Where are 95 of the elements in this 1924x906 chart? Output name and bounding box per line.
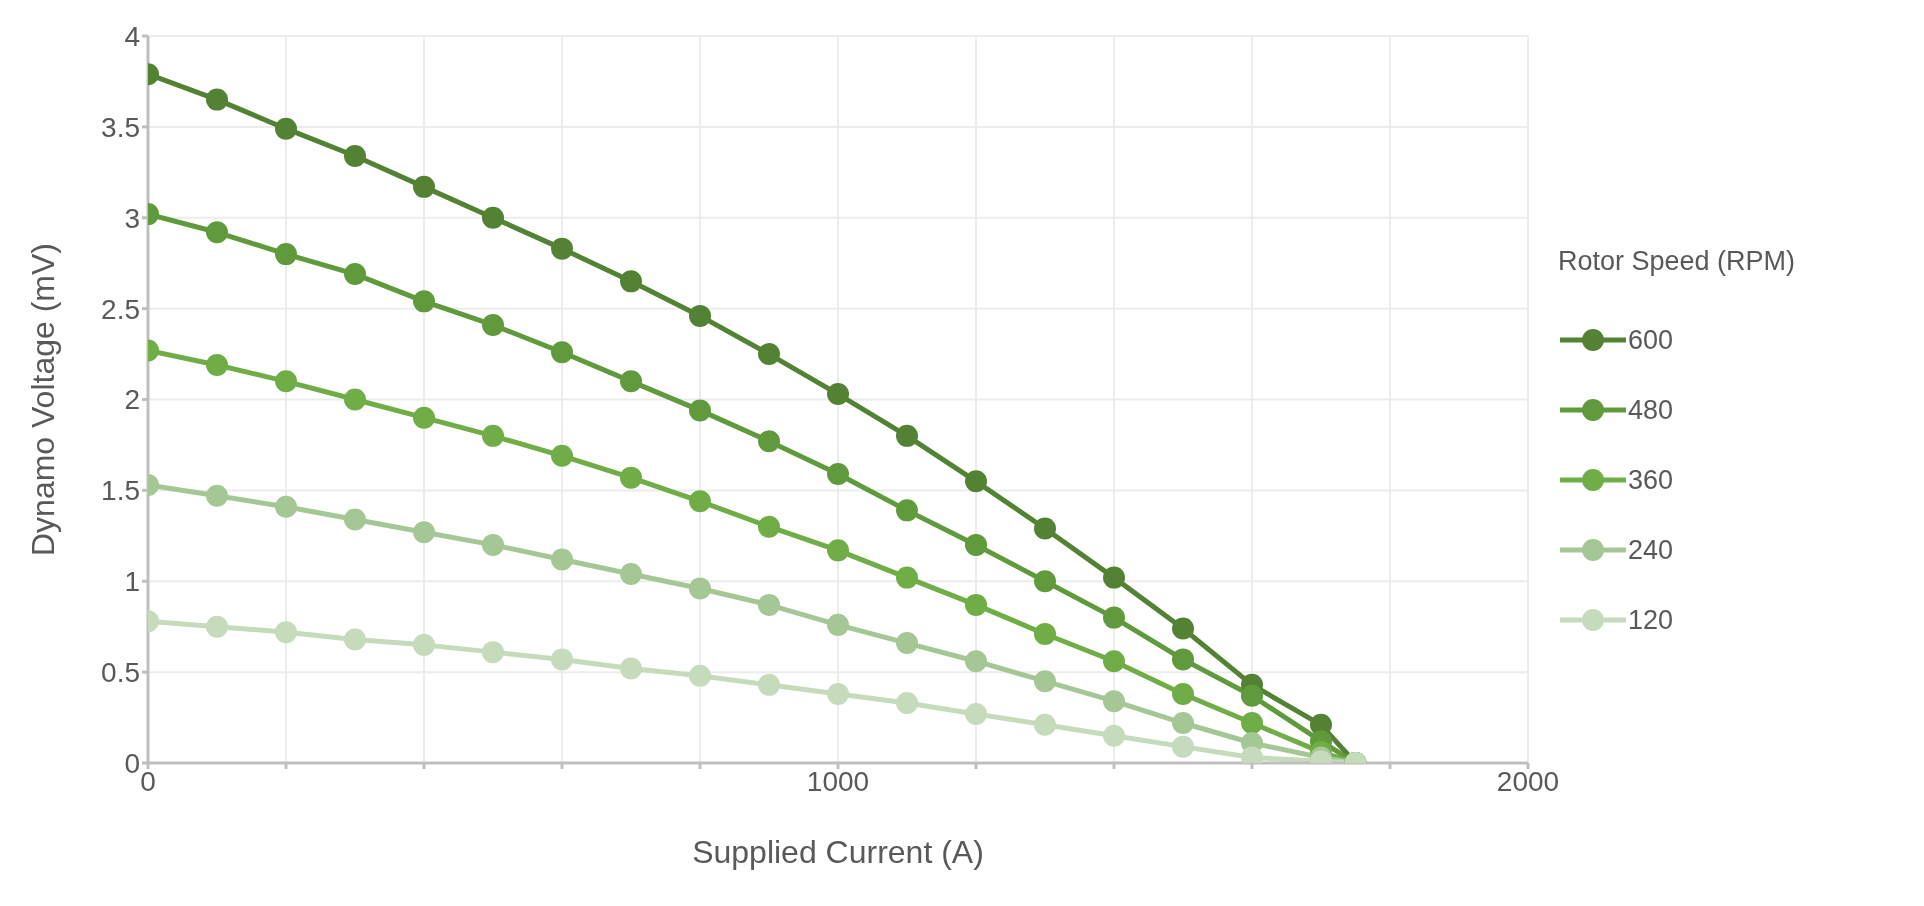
point (551, 341, 573, 364)
legend-label: 120 (1628, 604, 1674, 636)
point (344, 628, 366, 651)
point (1034, 670, 1056, 693)
point (206, 615, 228, 638)
y-axis-title: Dynamo Voltage (mV) (25, 242, 62, 557)
point (1172, 682, 1194, 705)
x-axis-title: Supplied Current (A) (692, 834, 984, 870)
point (896, 566, 918, 589)
point (1172, 648, 1194, 671)
point (827, 613, 849, 636)
point (551, 444, 573, 467)
point (758, 593, 780, 616)
point (1241, 712, 1263, 735)
point (1103, 650, 1125, 673)
y-tick-label: 1.5 (101, 475, 140, 507)
point (965, 470, 987, 493)
point (275, 243, 297, 266)
y-tick-label: 2.5 (101, 293, 140, 325)
point (827, 463, 849, 486)
point (827, 383, 849, 406)
point (620, 370, 642, 393)
point (275, 621, 297, 644)
legend-title: Rotor Speed (RPM) (1558, 246, 1797, 277)
x-tick-label: 2000 (1496, 765, 1560, 797)
point (758, 515, 780, 538)
y-tick-label: 0.5 (101, 657, 140, 689)
point (206, 221, 228, 244)
point (206, 484, 228, 507)
point (896, 424, 918, 447)
point (1103, 606, 1125, 629)
point (758, 430, 780, 453)
point (275, 370, 297, 393)
point (827, 682, 849, 705)
point (551, 237, 573, 260)
point (1034, 622, 1056, 645)
point (620, 466, 642, 489)
point (896, 692, 918, 715)
point (1103, 566, 1125, 589)
point (1103, 724, 1125, 747)
point (482, 206, 504, 229)
point (1034, 570, 1056, 593)
point (413, 406, 435, 429)
point (620, 562, 642, 585)
point (689, 577, 711, 600)
point (1034, 517, 1056, 540)
point (482, 313, 504, 336)
point (1103, 690, 1125, 713)
point (482, 641, 504, 664)
point (413, 633, 435, 656)
point (689, 664, 711, 687)
point (344, 508, 366, 531)
y-tick-label: 3 (124, 202, 140, 234)
y-tick-label: 2 (124, 384, 140, 416)
point (827, 539, 849, 562)
point (965, 650, 987, 673)
point (896, 499, 918, 522)
point (206, 88, 228, 111)
point (275, 117, 297, 140)
point (689, 304, 711, 327)
x-tick-label: 1000 (806, 765, 870, 797)
point (413, 290, 435, 313)
point (413, 521, 435, 544)
point (896, 632, 918, 655)
point (620, 657, 642, 680)
point (551, 548, 573, 571)
legend-label: 480 (1628, 394, 1674, 426)
point (965, 533, 987, 556)
legend-label: 600 (1628, 324, 1674, 356)
point (1172, 735, 1194, 758)
point (413, 175, 435, 198)
y-tick-label: 3.5 (101, 111, 140, 143)
point (1172, 617, 1194, 640)
point (551, 648, 573, 671)
point (620, 270, 642, 293)
point (965, 702, 987, 725)
point (275, 495, 297, 518)
y-tick-label: 4 (124, 20, 140, 52)
point (206, 353, 228, 376)
point (344, 388, 366, 411)
point (482, 533, 504, 556)
point (689, 490, 711, 513)
point (758, 673, 780, 696)
point (1241, 684, 1263, 707)
point (1172, 712, 1194, 735)
point (344, 263, 366, 286)
point (965, 593, 987, 616)
y-tick-label: 1 (124, 566, 140, 598)
point (758, 343, 780, 366)
point (344, 144, 366, 167)
point (1034, 713, 1056, 736)
point (482, 424, 504, 447)
legend-label: 360 (1628, 464, 1674, 496)
point (689, 399, 711, 422)
legend-label: 240 (1628, 534, 1674, 566)
